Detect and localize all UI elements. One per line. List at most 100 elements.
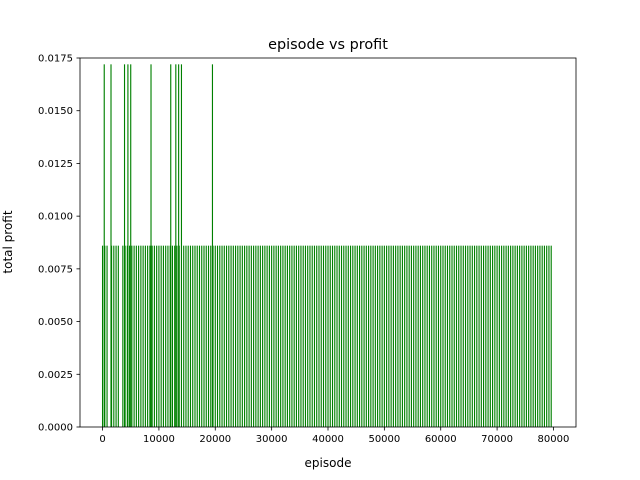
bar-170 bbox=[467, 245, 469, 427]
bar-113 bbox=[338, 245, 340, 427]
bar-126 bbox=[368, 245, 370, 427]
x-tick-label: 60000 bbox=[425, 434, 457, 445]
bar-1 bbox=[103, 64, 105, 427]
bar-20 bbox=[140, 245, 142, 427]
bar-37 bbox=[174, 245, 176, 427]
bar-54 bbox=[207, 245, 210, 427]
bar-139 bbox=[397, 245, 399, 427]
bar-64 bbox=[228, 245, 230, 427]
y-tick-label: 0.0125 bbox=[38, 159, 73, 170]
bar-155 bbox=[433, 245, 435, 427]
bar-191 bbox=[514, 245, 516, 427]
bar-9 bbox=[122, 245, 124, 427]
bar-63 bbox=[225, 245, 228, 427]
bar-23 bbox=[147, 245, 149, 427]
bar-74 bbox=[250, 245, 252, 427]
bar-68 bbox=[237, 245, 239, 427]
bar-203 bbox=[541, 245, 543, 427]
bar-142 bbox=[404, 245, 406, 427]
bar-43 bbox=[183, 245, 185, 427]
bar-14 bbox=[129, 245, 131, 427]
bar-55 bbox=[210, 245, 212, 427]
bar-120 bbox=[354, 245, 356, 427]
bar-124 bbox=[363, 245, 365, 427]
bar-18 bbox=[135, 245, 137, 427]
bar-66 bbox=[232, 245, 234, 427]
bar-176 bbox=[480, 245, 482, 427]
bar-179 bbox=[487, 245, 489, 427]
bar-104 bbox=[318, 245, 320, 427]
bar-189 bbox=[510, 245, 512, 427]
bar-152 bbox=[426, 245, 428, 427]
bar-0 bbox=[101, 245, 104, 427]
bar-38 bbox=[175, 64, 177, 427]
bar-181 bbox=[492, 245, 494, 427]
y-axis: 0.0000 0.0025 0.0050 0.0075 0.0100 0.0125 0.01… bbox=[38, 54, 80, 434]
bar-205 bbox=[546, 245, 548, 427]
bar-183 bbox=[496, 245, 498, 427]
bar-62 bbox=[223, 245, 225, 427]
bar-197 bbox=[528, 245, 530, 427]
bar-40 bbox=[178, 64, 180, 427]
bar-185 bbox=[501, 245, 503, 427]
bar-2 bbox=[104, 245, 106, 427]
y-tick-label: 0.0050 bbox=[38, 317, 73, 328]
bar-168 bbox=[462, 245, 464, 427]
bar-127 bbox=[370, 245, 372, 427]
bar-117 bbox=[347, 245, 349, 427]
bar-21 bbox=[142, 245, 144, 427]
bar-131 bbox=[379, 245, 381, 427]
bar-86 bbox=[277, 245, 279, 427]
bar-17 bbox=[133, 245, 135, 427]
bar-178 bbox=[485, 245, 487, 427]
bar-159 bbox=[442, 245, 444, 427]
y-tick-label: 0.0175 bbox=[38, 54, 73, 65]
bar-50 bbox=[198, 245, 201, 427]
bar-138 bbox=[395, 245, 397, 427]
bar-107 bbox=[325, 245, 327, 427]
bar-57 bbox=[212, 245, 214, 427]
bar-88 bbox=[282, 245, 284, 427]
bar-10 bbox=[123, 64, 126, 427]
bar-78 bbox=[259, 245, 261, 427]
bar-13 bbox=[127, 64, 129, 427]
bar-89 bbox=[284, 245, 286, 427]
bars-group bbox=[101, 64, 552, 427]
bar-44 bbox=[185, 245, 187, 427]
bar-52 bbox=[203, 245, 205, 427]
bar-84 bbox=[273, 245, 275, 427]
bar-128 bbox=[372, 245, 374, 427]
bar-146 bbox=[413, 245, 415, 427]
bar-29 bbox=[158, 245, 160, 427]
bar-112 bbox=[336, 245, 338, 427]
bar-39 bbox=[176, 245, 178, 427]
bar-46 bbox=[189, 245, 192, 427]
bar-94 bbox=[295, 245, 297, 427]
bar-153 bbox=[428, 245, 431, 427]
bar-165 bbox=[455, 245, 458, 427]
y-tick-label: 0.0150 bbox=[38, 106, 73, 117]
bar-115 bbox=[343, 245, 345, 427]
bar-16 bbox=[131, 245, 133, 427]
bar-27 bbox=[153, 245, 155, 427]
y-axis-label: total profit bbox=[1, 210, 15, 273]
bar-202 bbox=[539, 245, 541, 427]
bar-188 bbox=[507, 245, 509, 427]
bar-193 bbox=[519, 245, 521, 427]
bar-109 bbox=[329, 245, 331, 427]
bar-122 bbox=[359, 245, 361, 427]
bar-158 bbox=[440, 245, 442, 427]
bar-116 bbox=[345, 245, 347, 427]
bar-143 bbox=[406, 245, 408, 427]
bar-180 bbox=[489, 245, 491, 427]
bar-184 bbox=[498, 245, 500, 427]
x-axis: 0 10000 20000 30000 40000 50000 60000 70000 8000… bbox=[99, 427, 569, 445]
bar-171 bbox=[469, 245, 471, 427]
bar-80 bbox=[264, 245, 266, 427]
bar-174 bbox=[476, 245, 478, 427]
bar-53 bbox=[205, 245, 207, 427]
bar-82 bbox=[268, 245, 270, 427]
bar-67 bbox=[235, 245, 237, 427]
bar-148 bbox=[417, 245, 419, 427]
